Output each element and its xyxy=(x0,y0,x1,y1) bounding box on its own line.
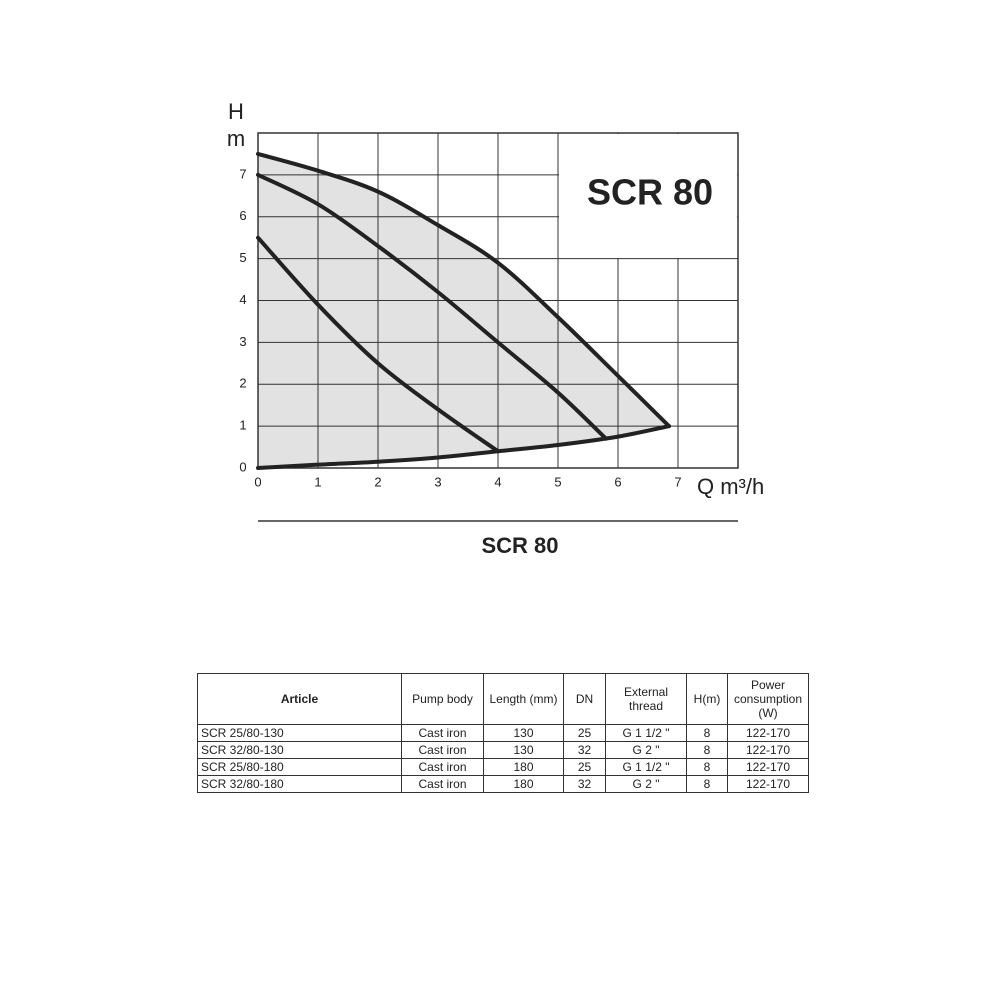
x-tick-label: 2 xyxy=(374,474,381,489)
pump-curve xyxy=(256,151,671,429)
y-unit: m xyxy=(227,126,245,151)
chart: H m Q m³/h SCR 80 SCR 80 0 1 2 3 4 5 6 7 0 1 2 3 4 5 6 7 xyxy=(227,99,764,558)
table-cell: Cast iron xyxy=(401,775,484,793)
table-cell: 122-170 xyxy=(727,775,809,793)
table-cell: Cast iron xyxy=(401,724,484,742)
x-label: Q m³/h xyxy=(697,474,764,499)
header-cell: Article xyxy=(197,673,402,725)
table-cell: SCR 25/80-180 xyxy=(197,758,402,776)
table-cell: G 1 1/2 " xyxy=(605,758,687,776)
x-tick-label: 6 xyxy=(614,474,621,489)
pump-curve xyxy=(256,424,671,470)
x-tick-label: 4 xyxy=(494,474,501,489)
table-cell: 122-170 xyxy=(727,724,809,742)
chart-title: SCR 80 xyxy=(587,172,713,213)
y-label: H xyxy=(228,99,244,124)
y-tick-label: 7 xyxy=(239,166,246,181)
header-cell: DN xyxy=(563,673,606,725)
table-cell: SCR 32/80-130 xyxy=(197,741,402,759)
pump-curve xyxy=(256,172,608,441)
table-cell: G 2 " xyxy=(605,775,687,793)
table-cell: 25 xyxy=(563,758,606,776)
y-tick-label: 4 xyxy=(239,292,246,307)
table-cell: 32 xyxy=(563,775,606,793)
table-cell: SCR 25/80-130 xyxy=(197,724,402,742)
y-tick-label: 6 xyxy=(239,208,246,223)
table-cell: 180 xyxy=(483,758,564,776)
y-tick-label: 0 xyxy=(239,459,246,474)
pump-curve xyxy=(256,235,500,454)
x-tick-label: 3 xyxy=(434,474,441,489)
table-row: SCR 32/80-130 Cast iron 130 32 G 2 " 8 122-170 xyxy=(197,741,809,759)
table-cell: G 1 1/2 " xyxy=(605,724,687,742)
table-cell: G 2 " xyxy=(605,741,687,759)
header-cell: Power consumption (W) xyxy=(727,673,809,725)
table-cell: 122-170 xyxy=(727,741,809,759)
y-tick-label: 1 xyxy=(239,418,246,433)
x-tick-label: 7 xyxy=(674,474,681,489)
table-cell: Cast iron xyxy=(401,741,484,759)
x-tick-label: 0 xyxy=(254,474,261,489)
header-cell: H(m) xyxy=(686,673,728,725)
x-tick-label: 5 xyxy=(554,474,561,489)
y-tick-label: 5 xyxy=(239,250,246,265)
x-tick-label: 1 xyxy=(314,474,321,489)
header-cell: Length (mm) xyxy=(483,673,564,725)
plot-frame xyxy=(257,132,739,469)
y-tick-label: 3 xyxy=(239,334,246,349)
table-cell: 25 xyxy=(563,724,606,742)
table-cell: 8 xyxy=(686,758,728,776)
header-cell: External thread xyxy=(605,673,687,725)
y-tick-label: 2 xyxy=(239,376,246,391)
table-cell: 8 xyxy=(686,724,728,742)
title-box xyxy=(559,134,737,258)
table-cell: 8 xyxy=(686,775,728,793)
table-cell: 180 xyxy=(483,775,564,793)
table-cell: SCR 32/80-180 xyxy=(197,775,402,793)
table-cell: 122-170 xyxy=(727,758,809,776)
table-row: SCR 25/80-130 Cast iron 130 25 G 1 1/2 " 8 122… xyxy=(197,724,809,742)
plot: SCR 80 xyxy=(256,132,739,470)
header-cell: Pump body xyxy=(401,673,484,725)
table-cell: Cast iron xyxy=(401,758,484,776)
table-cell: 130 xyxy=(483,741,564,759)
table-row: SCR 32/80-180 Cast iron 180 32 G 2 " 8 122-170 xyxy=(197,775,809,793)
header-row: Article Pump body Length (mm) DN External th… xyxy=(197,673,809,725)
spec-table: Article Pump body Length (mm) DN External th… xyxy=(197,673,809,793)
table-row: SCR 25/80-180 Cast iron 180 25 G 1 1/2 " 8 122… xyxy=(197,758,809,776)
chart-caption: SCR 80 xyxy=(481,533,558,558)
table-cell: 8 xyxy=(686,741,728,759)
table-cell: 32 xyxy=(563,741,606,759)
table-cell: 130 xyxy=(483,724,564,742)
